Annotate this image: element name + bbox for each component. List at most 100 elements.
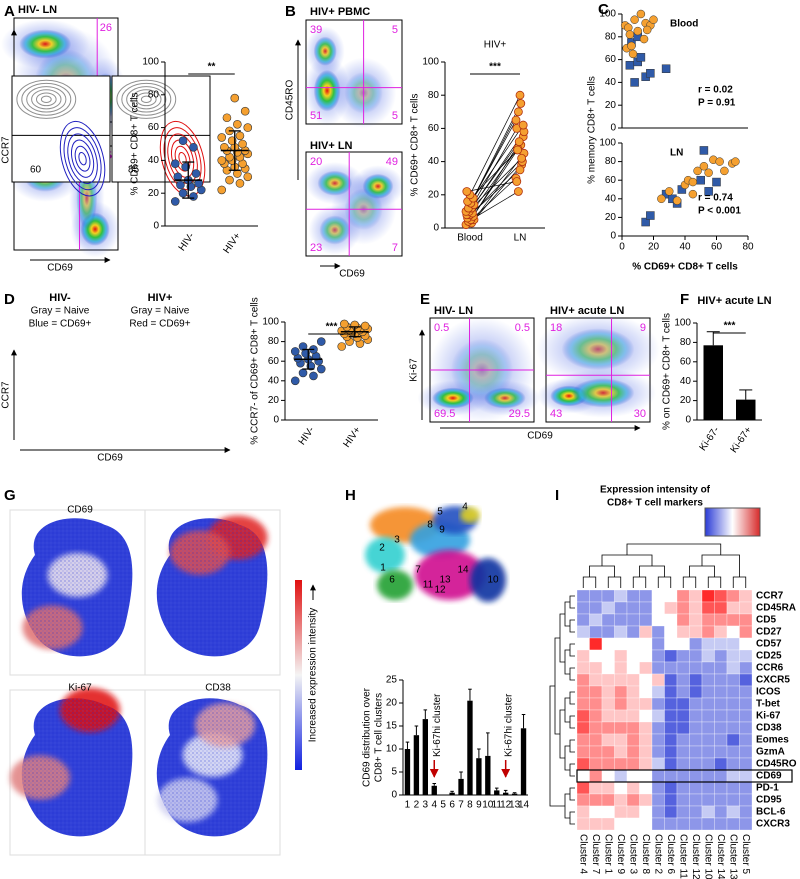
row-label: CXCR3 — [756, 819, 790, 830]
heatmap-cell — [664, 625, 678, 639]
data-point — [176, 180, 185, 190]
heatmap-cell — [651, 721, 665, 735]
x-tick-label: HIV+ — [341, 425, 363, 450]
heatmap-cell — [651, 601, 665, 615]
heatmap-cell — [626, 601, 640, 615]
heatmap-cell — [576, 793, 590, 807]
heatmap-cell — [651, 709, 665, 723]
cluster-label: 6 — [389, 575, 395, 586]
pair-line — [469, 95, 521, 195]
bar — [511, 793, 518, 795]
y-tick-label: 20 — [268, 395, 280, 406]
quadrant-value: 18 — [550, 322, 562, 334]
heatmap-cell — [601, 769, 615, 783]
pair-line — [471, 164, 522, 224]
quadrant-value: 43 — [550, 408, 562, 420]
heatmap-cell — [676, 781, 690, 795]
y-tick-label: 0 — [273, 415, 279, 426]
heatmap-cell — [576, 769, 590, 783]
heatmap-cell — [726, 673, 740, 687]
heatmap-cell — [739, 613, 753, 627]
naive-contour — [26, 86, 67, 113]
x-tick-label: 11 — [492, 800, 503, 811]
data-point — [636, 9, 646, 19]
data-point — [340, 319, 349, 329]
data-point — [178, 136, 188, 146]
quadrant-value: 69.5 — [434, 408, 455, 420]
heatmap-cell — [639, 733, 653, 747]
heatmap-cell — [614, 625, 628, 639]
chart-title: CD8+ T cell markers — [607, 498, 703, 509]
naive-contour — [36, 92, 57, 107]
heatmap-cell — [701, 649, 715, 663]
heatmap-cell — [726, 601, 740, 615]
heatmap-cell — [739, 781, 753, 795]
legend-text: Gray = Naive — [31, 306, 90, 317]
heatmap-cell — [639, 817, 653, 831]
heatmap-cell — [739, 697, 753, 711]
data-point — [513, 145, 522, 155]
legend-text: Blue = CD69+ — [29, 319, 92, 330]
heatmap-cell — [726, 733, 740, 747]
heatmap-cell — [739, 769, 753, 783]
heatmap-cell — [739, 793, 753, 807]
heatmap-cell — [601, 625, 615, 639]
data-point — [290, 347, 300, 356]
y-tick-label: 20 — [605, 100, 617, 111]
quadrant-value: 5 — [392, 110, 398, 122]
data-point — [514, 137, 524, 147]
panel-letter: F — [680, 291, 689, 308]
y-tick-label: 0 — [685, 415, 691, 426]
pair-line — [472, 161, 523, 214]
heatmap-cell — [601, 589, 615, 603]
y-tick-label: 0 — [153, 221, 159, 232]
data-point — [630, 78, 639, 87]
naive-contour — [136, 92, 157, 107]
map-title: CD38 — [205, 683, 231, 694]
heatmap-cell — [614, 613, 628, 627]
data-point — [649, 15, 658, 24]
data-point — [191, 169, 201, 178]
heatmap-cell — [626, 673, 640, 687]
heatmap-cell — [651, 769, 665, 783]
heatmap-cell — [689, 781, 703, 795]
column-label: Cluster 12 — [690, 834, 701, 879]
heatmap-cell — [701, 661, 715, 675]
data-point — [238, 139, 247, 149]
pair-line — [471, 158, 522, 209]
heatmap-cell — [626, 649, 640, 663]
heatmap-cell — [589, 733, 603, 747]
heatmap-cell — [739, 673, 753, 687]
significance: *** — [724, 321, 736, 332]
significance: ** — [208, 62, 216, 73]
heatmap-cell — [576, 709, 590, 723]
tsne-cluster — [470, 558, 506, 602]
y-tick-label: 80 — [605, 156, 617, 167]
axis-label: CD69 — [97, 453, 123, 464]
cluster-label: 14 — [457, 565, 469, 576]
bar — [503, 792, 509, 795]
data-point — [225, 175, 234, 185]
data-point — [298, 368, 308, 378]
heatmap-cell — [651, 697, 665, 711]
data-point — [731, 157, 740, 166]
heatmap-cell — [589, 649, 603, 663]
heatmap-cell — [589, 601, 603, 615]
dendrogram — [549, 685, 565, 807]
bar — [431, 785, 437, 795]
y-axis-label: CD69 distribution over — [362, 687, 373, 787]
plot-title: HIV+ PBMC — [310, 6, 370, 18]
heatmap-cell — [589, 685, 603, 699]
heatmap-cell — [676, 649, 690, 663]
heatmap-cell — [726, 637, 740, 651]
heatmap-cell — [651, 805, 665, 819]
column-label: Cluster 10 — [703, 834, 714, 879]
heatmap-cell — [651, 613, 665, 627]
cluster-label: 10 — [487, 575, 499, 586]
heatmap-cell — [626, 781, 640, 795]
heatmap-cell — [676, 613, 690, 627]
heatmap-cell — [651, 745, 665, 759]
heatmap-cell — [701, 589, 715, 603]
heatmap-cell — [664, 805, 678, 819]
y-tick-label: 20 — [605, 212, 617, 223]
